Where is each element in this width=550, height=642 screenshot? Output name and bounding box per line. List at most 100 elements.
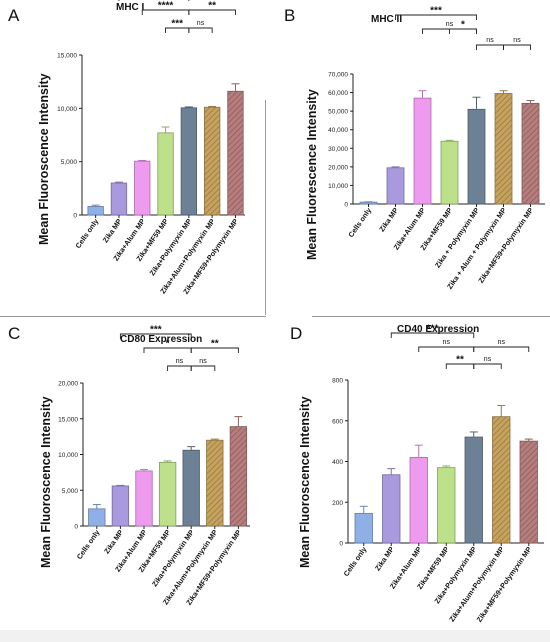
y-tick-label: 10,000 xyxy=(328,183,348,190)
significance-label: ns xyxy=(484,356,492,363)
y-tick-label: 0 xyxy=(344,202,348,209)
y-tick-label: 10,000 xyxy=(57,106,77,113)
panel-a-mhc1-chart: A MHC I Mean Fluoroscence Intensity 0 5,0… xyxy=(0,0,270,318)
significance-bracket xyxy=(503,44,531,50)
bar xyxy=(88,508,106,527)
bar xyxy=(87,206,104,216)
bar xyxy=(182,449,200,527)
bar xyxy=(492,416,511,544)
significance-bracket xyxy=(190,365,216,371)
bar xyxy=(359,201,378,205)
y-tick-label: 70,000 xyxy=(328,72,348,79)
bar xyxy=(134,160,151,216)
panel-d-cd40-chart: D CD40 Expression Mean Fluoroscence Inte… xyxy=(282,318,550,638)
bar xyxy=(227,90,244,216)
panel-c-cd80-chart: C CD80 Expression Mean Fluoroscence Inte… xyxy=(0,318,275,638)
x-tick-label: Zika+MF59+Polymyxin MP xyxy=(474,545,533,624)
y-tick-label: 200 xyxy=(332,500,343,507)
bottom-strip xyxy=(0,630,550,642)
significance-label: *** xyxy=(427,324,439,335)
significance-label: ns xyxy=(176,358,184,365)
significance-label: ns xyxy=(197,20,205,27)
x-tick-label: Zika+MF59+Polymyxin MP xyxy=(476,206,535,285)
significance-bracket xyxy=(395,14,477,20)
significance-bracket xyxy=(119,333,192,339)
bar xyxy=(413,97,432,205)
bar xyxy=(386,167,405,205)
y-tick-label: 30,000 xyxy=(328,146,348,153)
significance-bracket xyxy=(188,9,236,15)
y-tick-label: 15,000 xyxy=(57,53,77,60)
y-tick-label: 0 xyxy=(74,524,78,531)
x-tick-label: Zika+Polymyxin MP xyxy=(150,528,196,588)
y-tick-label: 5,000 xyxy=(61,159,78,166)
significance-label: *** xyxy=(150,325,162,336)
bar xyxy=(382,474,401,544)
chart-title: CD40 Expression xyxy=(397,324,480,335)
significance-label: * xyxy=(166,339,170,350)
bar xyxy=(519,440,538,544)
chart-plot: 0 5,000 10,000 15,000 20,000 Cells only Zika M… xyxy=(58,325,250,607)
y-tick-label: 20,000 xyxy=(328,164,348,171)
vertical-divider xyxy=(265,100,266,315)
panel-letter: D xyxy=(290,324,303,343)
y-tick-label: 600 xyxy=(332,418,343,425)
significance-label: ns xyxy=(513,37,521,44)
panel-letter: C xyxy=(8,324,21,343)
significance-label: ns xyxy=(446,21,454,28)
chart-title: CD80 Expression xyxy=(120,334,203,345)
bar xyxy=(206,439,224,527)
y-tick-label: 5,000 xyxy=(62,488,79,495)
significance-bracket xyxy=(418,346,475,352)
significance-bracket xyxy=(390,332,475,338)
bar xyxy=(464,436,483,544)
panel-letter: B xyxy=(284,6,296,25)
bar xyxy=(111,485,130,527)
significance-bracket xyxy=(473,346,530,352)
significance-label: ns xyxy=(443,339,451,346)
bar xyxy=(467,108,486,205)
significance-label: ** xyxy=(211,339,219,350)
bar xyxy=(494,93,513,205)
significance-bracket xyxy=(476,44,504,50)
y-tick-label: 0 xyxy=(339,541,343,548)
significance-label: ns xyxy=(498,339,506,346)
x-tick-label: Zika+Polymyxin MP xyxy=(148,217,194,277)
bar xyxy=(157,132,174,216)
x-tick-label: Cells only xyxy=(342,545,369,578)
significance-bracket xyxy=(449,28,477,34)
bar xyxy=(409,457,428,544)
bar xyxy=(180,107,198,216)
bar xyxy=(437,467,456,544)
significance-label: ** xyxy=(208,1,216,12)
bar xyxy=(110,182,128,216)
y-tick-label: 800 xyxy=(332,378,343,385)
significance-bracket xyxy=(118,0,190,1)
significance-label: *** xyxy=(171,19,183,30)
significance-bracket xyxy=(473,363,502,369)
significance-label: * xyxy=(461,20,465,31)
x-tick-label: Zika MP xyxy=(101,217,124,245)
y-tick-label: 10,000 xyxy=(58,452,78,459)
horizontal-divider-left xyxy=(0,316,266,317)
bar xyxy=(135,470,153,527)
significance-bracket xyxy=(190,347,239,353)
x-tick-label: Zika MP xyxy=(377,206,400,234)
x-tick-label: Cells only xyxy=(346,206,373,239)
bar xyxy=(354,513,373,544)
bar xyxy=(521,102,540,205)
y-tick-label: 50,000 xyxy=(328,109,348,116)
chart-plot: 0 5,000 10,000 15,000 Cells only Zika MP Zika+… xyxy=(57,0,245,296)
chart-title: MHC II xyxy=(371,14,403,25)
chart-plot: 0 10,000 20,000 30,000 40,000 50,000 60,000 70,… xyxy=(328,6,545,291)
y-tick-label: 400 xyxy=(332,459,343,466)
bar xyxy=(229,426,248,527)
x-tick-label: Cells only xyxy=(73,217,100,250)
x-tick-label: Cells only xyxy=(75,528,102,561)
y-tick-label: 0 xyxy=(73,213,77,220)
x-tick-label: Zika+Alum+Polymyxin MP xyxy=(447,545,506,624)
significance-label: ns xyxy=(486,37,494,44)
significance-bracket xyxy=(188,27,213,33)
bar xyxy=(203,106,221,216)
